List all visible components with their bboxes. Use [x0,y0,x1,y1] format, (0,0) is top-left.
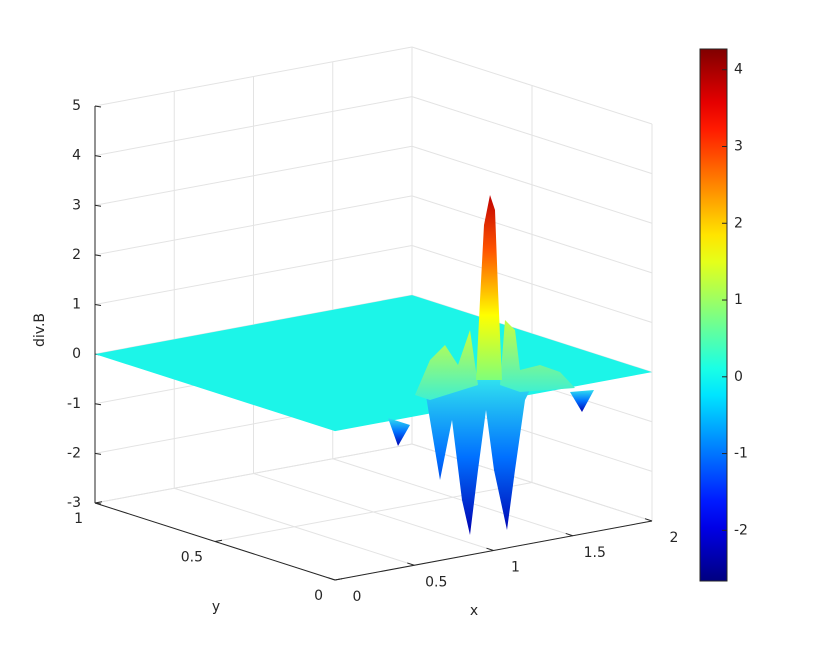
surface-dip [425,380,535,535]
colorbar-fill [699,48,728,582]
z-tick-label: 1 [72,297,81,313]
x-tick [644,518,653,522]
x-tick [565,532,573,537]
colorbar: -2 -1 0 1 2 3 4 [699,48,748,582]
y-tick-label: 0 [314,588,323,604]
x-tick [407,562,415,566]
z-tick-label: 5 [72,98,81,114]
colorbar-tick-label: 2 [734,215,743,231]
z-tick [94,304,102,306]
grid-line [411,245,653,323]
grid-line [411,96,653,175]
x-tick-label: 1 [511,560,520,576]
grid-line [411,145,653,224]
z-tick-label: -3 [67,495,81,511]
z-tick-label: 3 [72,197,81,213]
z-tick [94,452,102,455]
colorbar-tick-label: 3 [734,138,743,154]
grid-line [214,482,533,542]
y-tick-label: 0.5 [181,550,203,566]
z-tick-label: -2 [67,445,81,461]
grid-line [411,46,653,125]
surface-plane [95,295,652,432]
x-axis-label: x [470,603,478,619]
surface-peak [476,195,502,380]
grid-line [411,443,653,522]
z-axis-label: div.B [32,313,48,347]
y-axis-label: y [212,599,220,615]
x-tick-label: 1.5 [584,545,606,561]
grid-line [94,245,413,305]
surface-dip [388,418,410,446]
z-tick [94,105,102,108]
z-tick [94,155,102,158]
grid-line [94,46,413,107]
x-tick-label: 2 [670,530,679,546]
z-tick-label: -1 [67,396,81,412]
z-tick [94,204,102,207]
colorbar-tick-label: 4 [734,62,743,78]
colorbar-tick-label: 0 [734,369,743,385]
y-tick [214,539,223,542]
x-axis [334,520,653,581]
surface-wave [415,330,478,400]
x-tick-label: 0 [353,589,362,605]
z-tick-label: 0 [72,346,81,362]
grid-line [94,443,413,504]
grid-line [94,145,413,206]
surface [95,195,652,535]
z-tick [94,403,102,406]
z-tick [94,254,102,257]
colorbar-tick-label: -2 [734,522,748,538]
colorbar-tick-label: 1 [734,292,743,308]
surface-wave [500,320,575,392]
x-tick-label: 0.5 [425,574,447,590]
axes [94,105,653,581]
z-tick-label: 2 [72,247,81,263]
grid-line [94,96,413,157]
colorbar-tick-label: -1 [734,446,748,462]
grid-line [94,195,413,256]
surface-dip [570,390,594,412]
x-tick [486,547,494,551]
grid-line [411,195,653,274]
z-tick-label: 4 [72,148,81,164]
y-axis [94,502,336,581]
y-tick-label: 1 [74,511,83,527]
